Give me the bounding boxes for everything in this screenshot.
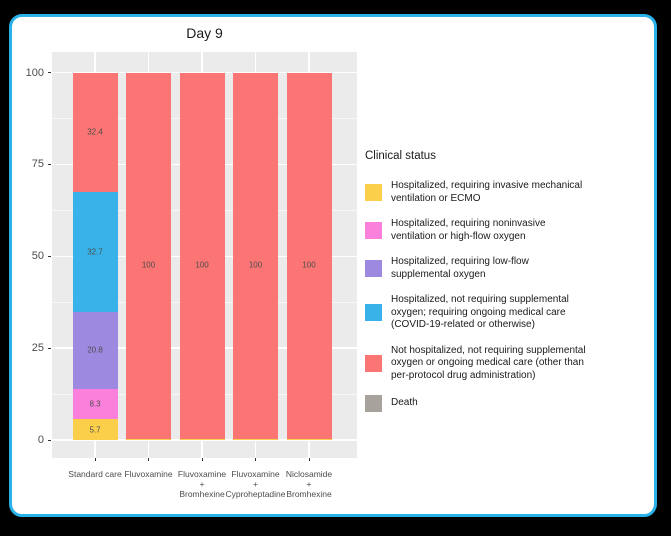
legend-label: Hospitalized, requiring invasive mechani…	[391, 180, 583, 204]
bar-segment	[126, 438, 171, 440]
legend-swatch-icon	[365, 260, 382, 277]
legend-label: Hospitalized, requiring low-flow suppleme…	[391, 256, 529, 280]
y-axis-tick	[48, 72, 51, 73]
y-axis-label: 0	[37, 434, 44, 446]
x-axis-label: Fluvoxamine + Cyproheptadine	[225, 469, 286, 499]
bar-segment: 20.8	[72, 312, 118, 389]
bar-segment: 5.7	[72, 419, 118, 440]
legend-item: Hospitalized, requiring invasive mechani…	[365, 180, 633, 205]
gridline-major	[52, 71, 357, 74]
legend-swatch-icon	[365, 184, 382, 201]
bar-fluvoxamine-cyproheptadine: 100	[233, 72, 278, 440]
value-label: 100	[195, 260, 209, 270]
y-axis-label: 100	[25, 66, 44, 79]
legend: Clinical status Hospitalized, requiring …	[365, 150, 633, 425]
legend-swatch-icon	[365, 222, 382, 239]
legend-label: Death	[391, 397, 418, 409]
x-axis-label: Standard care	[68, 469, 122, 479]
legend-label: Hospitalized, not requiring supplemental…	[391, 294, 569, 330]
y-axis-label: 75	[31, 158, 44, 171]
x-axis-tick	[255, 458, 256, 461]
legend-swatch-icon	[365, 395, 382, 412]
legend-label: Not hospitalized, not requiring suppleme…	[391, 344, 586, 381]
bar-segment: 100	[286, 72, 332, 439]
bar-segment: 100	[179, 72, 225, 439]
bar-fluvoxamine-bromhexine: 100	[179, 72, 225, 440]
legend-item: Death	[365, 395, 633, 412]
bar-segment: 8.3	[72, 388, 118, 420]
bar-segment	[233, 438, 278, 440]
bar-fluvoxamine: 100	[126, 72, 171, 440]
x-axis-label: Niclosamide + Bromhexine	[285, 469, 333, 499]
legend-swatch-icon	[365, 304, 382, 322]
bar-segment	[179, 438, 225, 440]
bar-segment: 32.7	[72, 191, 118, 313]
value-label: 32.7	[87, 247, 103, 257]
legend-item: Hospitalized, requiring noninvasive venti…	[365, 218, 633, 243]
y-axis-tick	[48, 347, 51, 349]
value-label: 8.3	[89, 399, 101, 409]
x-axis-label: Fluvoxamine	[124, 469, 173, 479]
legend-item: Not hospitalized, not requiring suppleme…	[365, 345, 633, 383]
y-axis-tick	[48, 439, 51, 441]
legend-item: Hospitalized, requiring low-flow suppleme…	[365, 256, 633, 281]
legend-item: Hospitalized, not requiring supplemental…	[365, 294, 633, 332]
value-label: 100	[248, 260, 263, 270]
value-label: 100	[141, 260, 156, 270]
x-axis-label: Fluvoxamine + Bromhexine	[177, 469, 227, 499]
value-label: 32.4	[87, 127, 103, 137]
value-label: 20.8	[87, 345, 103, 355]
y-axis-label: 25	[31, 342, 44, 355]
value-label: 5.7	[89, 425, 101, 435]
value-label: 100	[302, 260, 316, 270]
x-axis-tick	[94, 458, 96, 461]
legend-swatch-icon	[365, 354, 382, 372]
y-axis-tick	[48, 255, 51, 257]
gridline-major	[52, 439, 357, 441]
bar-niclosamide-bromhexine: 100	[286, 72, 332, 440]
bar-segment: 100	[126, 72, 171, 439]
bar-segment: 100	[233, 72, 278, 439]
legend-label: Hospitalized, requiring noninvasive venti…	[391, 218, 546, 242]
bar-segment	[286, 438, 332, 440]
x-axis-tick	[308, 458, 310, 461]
legend-title: Clinical status	[365, 150, 436, 162]
x-axis-tick	[201, 458, 203, 461]
bar-standard-care: 5.7 8.3 20.8 32.7 32.4	[72, 72, 118, 440]
chart-title: Day 9	[186, 25, 223, 41]
y-axis-label: 50	[31, 250, 44, 263]
plot-card: Day 9 5.7 8.3 20.8 32.7 32.4 100 100 100 100 0 25…	[9, 14, 657, 517]
y-axis-tick	[48, 163, 51, 165]
x-axis-tick	[148, 458, 149, 461]
bar-segment: 32.4	[72, 72, 118, 192]
plot-panel: 5.7 8.3 20.8 32.7 32.4 100 100 100 100	[52, 52, 357, 458]
legend-items: Hospitalized, requiring invasive mechani…	[365, 180, 633, 412]
